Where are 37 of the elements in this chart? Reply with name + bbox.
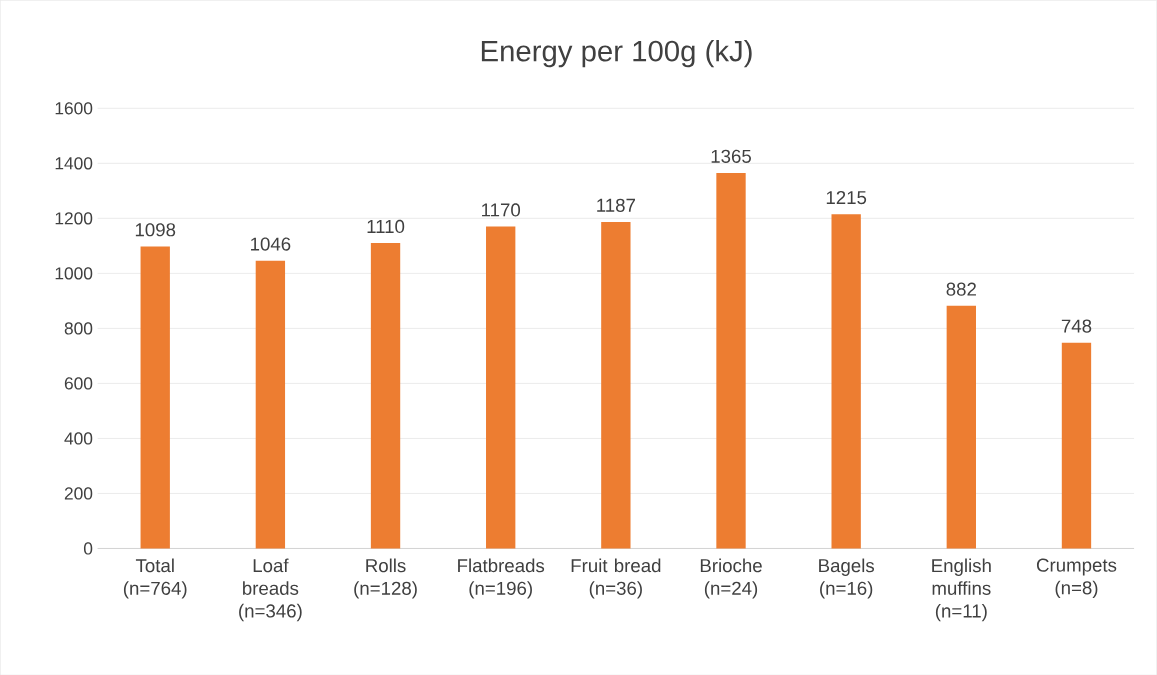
x-tick-label: Bagels (n=16) [819, 558, 875, 599]
bar [140, 246, 170, 549]
data-label: 748 [1061, 319, 1092, 333]
x-tick-label: Brioche (n=24) [700, 558, 762, 599]
x-tick-label: Fruit bread (n=36) [571, 558, 661, 599]
y-tick-label: 1600 [55, 101, 93, 115]
x-tick-label: English muffins (n=11) [932, 558, 991, 622]
x-tick-label: Rolls (n=128) [354, 558, 417, 599]
bar [370, 242, 401, 549]
x-tick-label: Loaf breads (n=346) [239, 558, 302, 622]
bar [716, 172, 746, 549]
bar [255, 260, 286, 549]
bar [486, 226, 516, 549]
x-tick-label: Flatbreads (n=196) [458, 558, 545, 599]
data-label: 1170 [482, 203, 521, 217]
data-label: 1187 [597, 198, 635, 212]
bar [831, 213, 861, 549]
y-tick-label: 200 [64, 487, 93, 500]
x-tick-label: Crumpets (n=8) [1036, 558, 1117, 598]
y-tick-label: 800 [64, 322, 93, 335]
data-label: 1046 [251, 237, 291, 251]
bar [1061, 342, 1092, 549]
data-label: 1215 [826, 190, 867, 204]
y-tick-label: 1200 [55, 211, 93, 225]
x-tick-label: Total (n=764) [123, 558, 187, 599]
y-tick-label: 1000 [55, 266, 93, 280]
data-label: 1110 [367, 219, 405, 233]
data-label: 1365 [711, 149, 751, 163]
y-tick-label: 400 [64, 432, 93, 445]
bar [946, 305, 976, 549]
y-tick-label: 1400 [55, 156, 93, 170]
y-tick-label: 600 [64, 377, 93, 390]
chart-title: Energy per 100g (kJ) [481, 39, 752, 68]
data-label: 882 [946, 282, 976, 296]
bar [601, 221, 631, 549]
y-tick-label: 0 [83, 542, 93, 555]
data-label: 1098 [135, 222, 176, 237]
